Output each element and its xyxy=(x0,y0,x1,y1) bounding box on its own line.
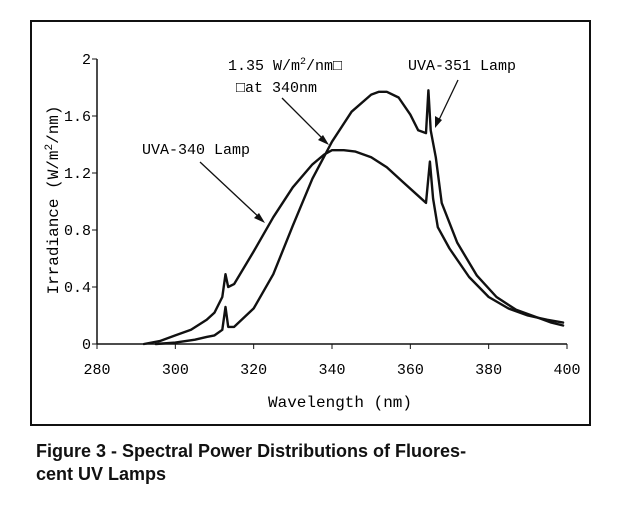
y-tick-label: 1.2 xyxy=(64,166,91,183)
annotation-uva351-arrowhead xyxy=(435,116,442,128)
series-line-uva-340-lamp xyxy=(142,148,565,346)
figure-caption: Figure 3 - Spectral Power Distributions … xyxy=(36,440,576,486)
x-tick-label: 320 xyxy=(240,362,267,379)
annotation-peak-arrow xyxy=(281,97,327,143)
x-axis-label: Wavelength (nm) xyxy=(268,394,412,412)
annotation-uva340-label: UVA-340 Lamp xyxy=(142,142,250,159)
annotation-uva351-label: UVA-351 Lamp xyxy=(408,58,516,75)
y-tick-label: 0 xyxy=(82,337,91,354)
annotation-uva340-arrowhead xyxy=(254,213,265,223)
x-tick-label: 400 xyxy=(553,362,580,379)
y-axis-label: Irradiance (W/m2/nm) xyxy=(44,105,63,294)
y-tick-label: 0.4 xyxy=(64,280,91,297)
ticks: 280 300 320 340 360 380 400 0 0.4 0.8 1.2 1.6 2 xyxy=(64,52,581,379)
annotations: 1.35 W/m2/nm□ □at 340nm UVA-351 Lamp UVA… xyxy=(142,57,516,223)
series-layer xyxy=(142,89,565,346)
figure-caption-line-1: Figure 3 - Spectral Power Distributions … xyxy=(36,441,467,461)
annotation-uva351-arrow xyxy=(436,79,459,125)
annotation-peak-sublabel: □at 340nm xyxy=(236,80,317,97)
spectral-chart: 280 300 320 340 360 380 400 0 0.4 0.8 1.2 1.6 2 1.35… xyxy=(44,52,581,412)
x-tick-label: 380 xyxy=(475,362,502,379)
figure-frame xyxy=(30,20,591,426)
annotation-peak-label: 1.35 W/m2/nm□ xyxy=(228,57,342,75)
y-tick-label: 0.8 xyxy=(64,223,91,240)
x-tick-label: 300 xyxy=(162,362,189,379)
x-tick-label: 280 xyxy=(83,362,110,379)
annotation-uva340-arrow xyxy=(199,161,263,221)
annotation-peak-arrowhead xyxy=(318,135,329,145)
series-line-uva-351-lamp xyxy=(154,89,565,346)
figure-caption-line-2: cent UV Lamps xyxy=(36,464,167,484)
y-tick-label: 2 xyxy=(82,52,91,69)
x-tick-label: 360 xyxy=(397,362,424,379)
x-tick-label: 340 xyxy=(318,362,345,379)
y-tick-label: 1.6 xyxy=(64,109,91,126)
